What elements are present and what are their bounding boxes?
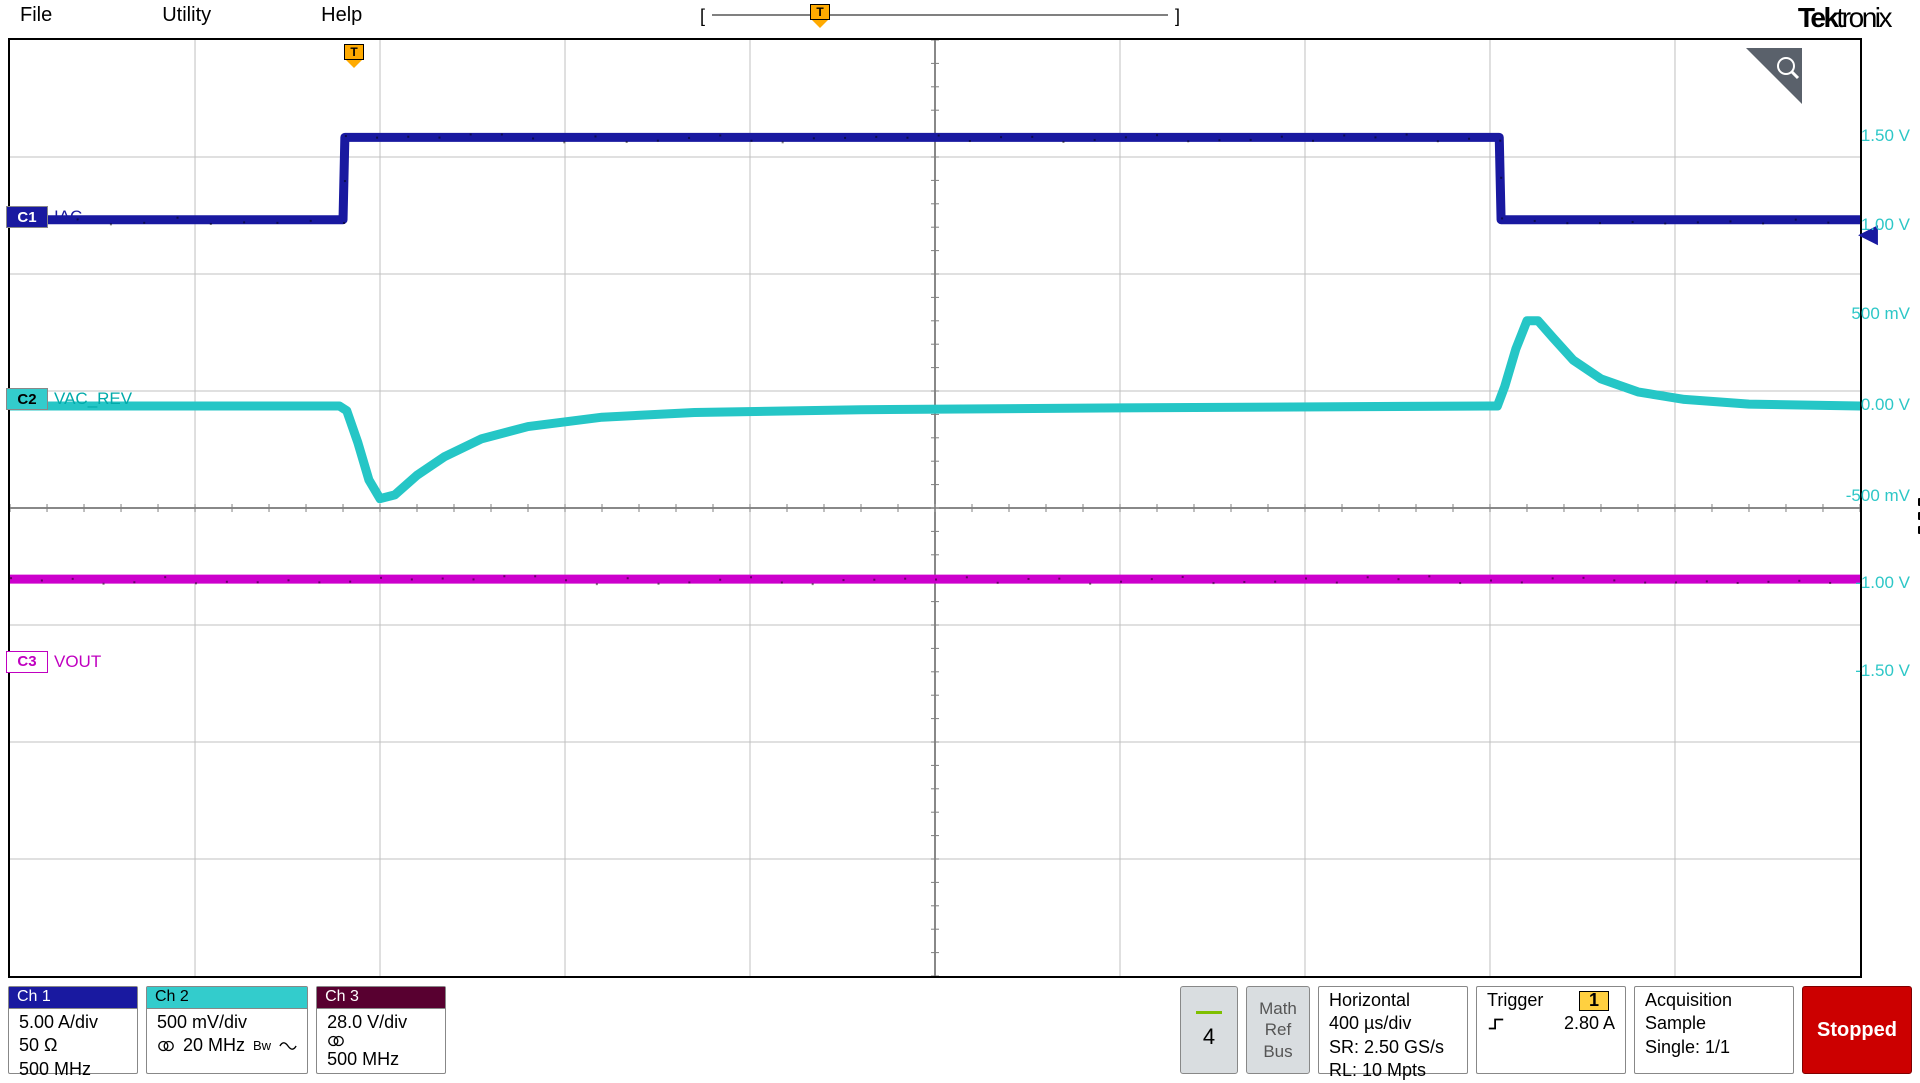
y-axis-label: 1.50 V [1861,126,1910,146]
horiz-title: Horizontal [1329,989,1457,1012]
horiz-rl: RL: 10 Mpts [1329,1059,1457,1082]
trigger-t-arrow-icon-grat [346,60,362,68]
overview-right-bracket: ] [1175,6,1180,27]
ch3-title: Ch 3 [317,987,445,1009]
horizontal-overview[interactable]: [ ] T [700,6,1180,24]
channel-tag: C2 [6,388,48,410]
trigger-level: 2.80 A [1564,1012,1615,1035]
channel-1-panel[interactable]: Ch 1 5.00 A/div 50 Ω 500 MHz [8,986,138,1074]
graticule[interactable]: T ◀ [8,38,1862,978]
ch3-scale: 28.0 V/div [327,1011,435,1034]
overview-left-bracket: [ [700,6,705,27]
channel-badge-c3[interactable]: C3 VOUT [6,651,101,673]
acq-title: Acquisition [1645,989,1783,1012]
ch1-impedance: 50 Ω [19,1034,127,1057]
waveform-area: T ◀ 1.50 V 1.00 V 500 mV 0.00 V -500 mV -1.00… [8,38,1912,978]
y-axis-label: 500 mV [1851,304,1910,324]
trigger-t-label-grat: T [344,44,364,60]
menu-help[interactable]: Help [321,4,362,27]
ac-coupling-icon [279,1039,297,1053]
ch1-scale: 5.00 A/div [19,1011,127,1034]
y-axis-label: 1.00 V [1861,215,1910,235]
graticule-svg [10,40,1860,976]
bus-label: Bus [1263,1041,1292,1062]
horiz-sr: SR: 2.50 GS/s [1329,1036,1457,1059]
ch4-number: 4 [1203,1024,1215,1050]
ref-label: Ref [1265,1019,1291,1040]
y-axis-label: -1.50 V [1855,661,1910,681]
y-axis-labels: 1.50 V1.00 V500 mV0.00 V-500 mV-1.00 V-1… [1862,38,1912,978]
ch1-title: Ch 1 [9,987,137,1009]
acquisition-panel[interactable]: Acquisition Sample Single: 1/1 [1634,986,1794,1074]
trigger-position-indicator[interactable]: T [808,4,832,26]
math-label: Math [1259,998,1297,1019]
math-ref-bus-button[interactable]: Math Ref Bus [1246,986,1310,1074]
ch4-color-bar [1196,1011,1222,1014]
channel-tag: C1 [6,206,48,228]
probe-icon [327,1034,345,1048]
ch2-row2: 20 MHz Bw [157,1034,297,1057]
trigger-title-row: Trigger 1 [1487,989,1615,1012]
zoom-corner-icon[interactable] [1746,48,1802,104]
channel-tag: C3 [6,651,48,673]
ch2-scale: 500 mV/div [157,1011,297,1034]
ch1-bandwidth: 500 MHz [19,1058,127,1081]
trigger-panel[interactable]: Trigger 1 2.80 A [1476,986,1626,1074]
probe-icon [157,1039,175,1053]
trigger-t-arrow-icon [812,20,828,28]
menu-utility[interactable]: Utility [162,4,211,27]
ch3-row2 [327,1034,435,1048]
horizontal-panel[interactable]: Horizontal 400 µs/div SR: 2.50 GS/s RL: … [1318,986,1468,1074]
menu-file[interactable]: File [20,4,52,27]
brand-text-thin: tronix [1837,2,1890,33]
acq-state: Single: 1/1 [1645,1036,1783,1059]
channel-label: VAC_REV [54,389,132,409]
channel-badge-c2[interactable]: C2 VAC_REV [6,388,132,410]
run-state-text: Stopped [1817,1019,1897,1042]
channel-3-panel[interactable]: Ch 3 28.0 V/div 500 MHz [316,986,446,1074]
trigger-t-label: T [810,4,830,20]
brand-logo: Tektronix [1798,2,1890,34]
y-axis-label: -500 mV [1846,486,1910,506]
trigger-title: Trigger [1487,989,1543,1012]
overview-bar [712,14,1168,16]
y-axis-label: 0.00 V [1861,395,1910,415]
trigger-source-badge: 1 [1579,991,1609,1011]
panel-spacer [454,986,1172,1074]
ch2-bw-badge: Bw [253,1038,271,1055]
ch3-bandwidth: 500 MHz [327,1048,435,1071]
channel-badge-c1[interactable]: C1 IAC [6,206,82,228]
channel-label: IAC [54,207,82,227]
menu-bar: File Utility Help [ ] T Tektronix [0,0,1920,30]
ch2-bwlimit: 20 MHz [183,1034,245,1057]
bottom-panel-row: Ch 1 5.00 A/div 50 Ω 500 MHz Ch 2 500 mV… [0,986,1920,1080]
rising-edge-icon [1487,1017,1505,1031]
ch2-title: Ch 2 [147,987,307,1009]
channel-2-panel[interactable]: Ch 2 500 mV/div 20 MHz Bw [146,986,308,1074]
y-axis-label: -1.00 V [1855,573,1910,593]
run-state-button[interactable]: Stopped [1802,986,1912,1074]
brand-text-bold: Tek [1798,2,1837,33]
channel-label: VOUT [54,652,101,672]
trigger-level-row: 2.80 A [1487,1012,1615,1035]
trigger-marker-in-graticule[interactable]: T [342,44,366,66]
channel-4-button[interactable]: 4 [1180,986,1238,1074]
acq-mode: Sample [1645,1012,1783,1035]
horiz-scale: 400 µs/div [1329,1012,1457,1035]
